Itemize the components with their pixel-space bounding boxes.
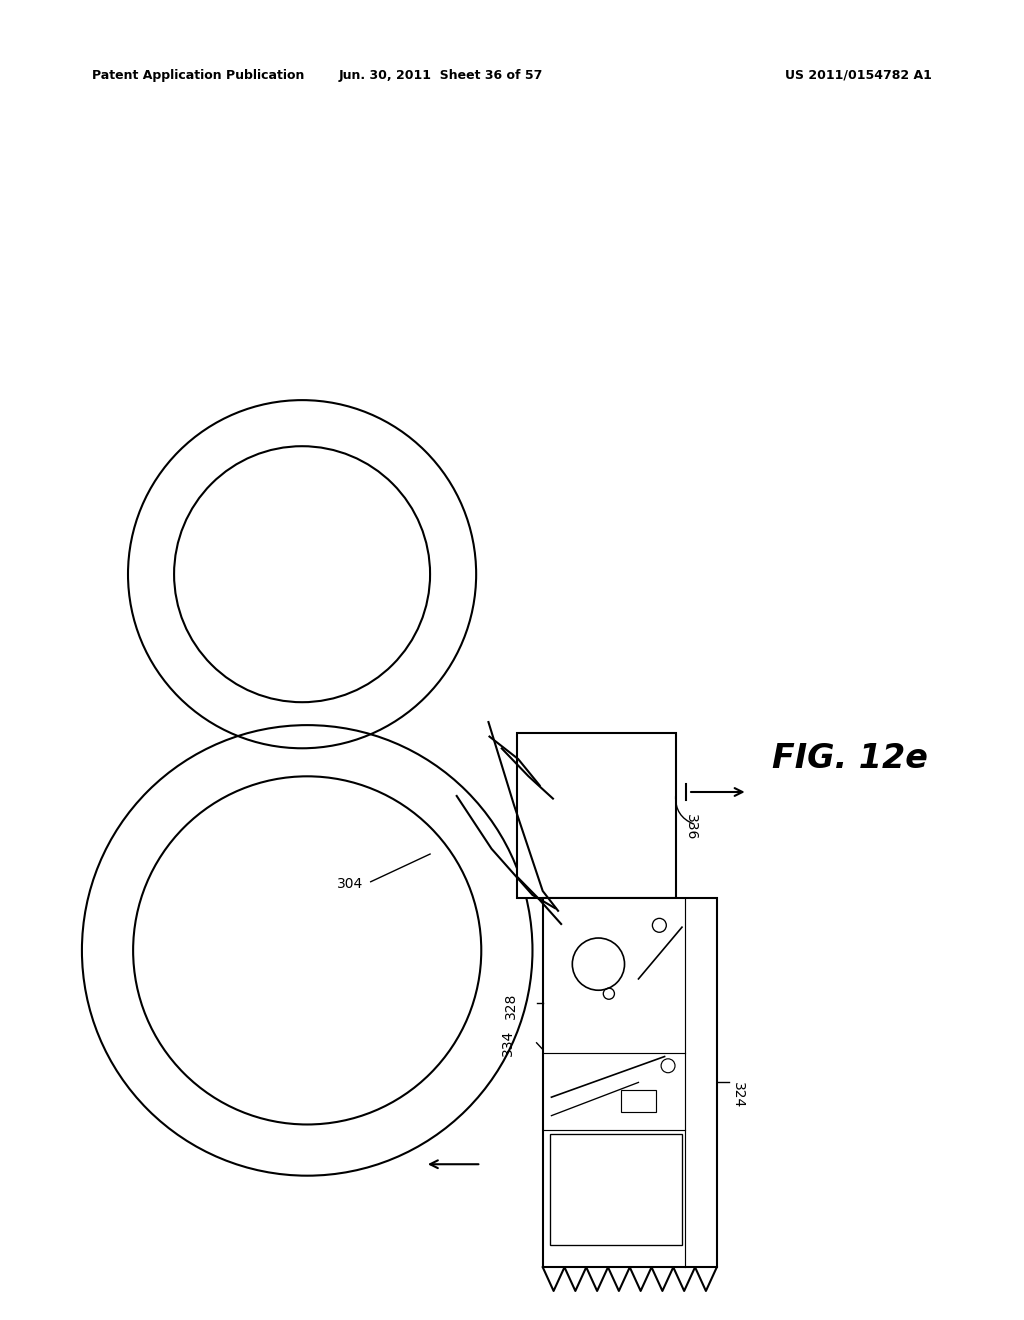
Text: Jun. 30, 2011  Sheet 36 of 57: Jun. 30, 2011 Sheet 36 of 57 [338,69,543,82]
Text: 334: 334 [501,1030,515,1056]
Text: US 2011/0154782 A1: US 2011/0154782 A1 [785,69,932,82]
Bar [543,898,717,1267]
Text: 336: 336 [684,814,698,841]
Bar [517,733,676,898]
Text: 328: 328 [504,993,518,1019]
Bar [621,1090,656,1111]
Text: 304: 304 [337,878,364,891]
Text: Patent Application Publication: Patent Application Publication [92,69,304,82]
Text: 324: 324 [731,1082,745,1109]
Text: FIG. 12e: FIG. 12e [772,742,928,775]
Bar [550,1134,682,1245]
